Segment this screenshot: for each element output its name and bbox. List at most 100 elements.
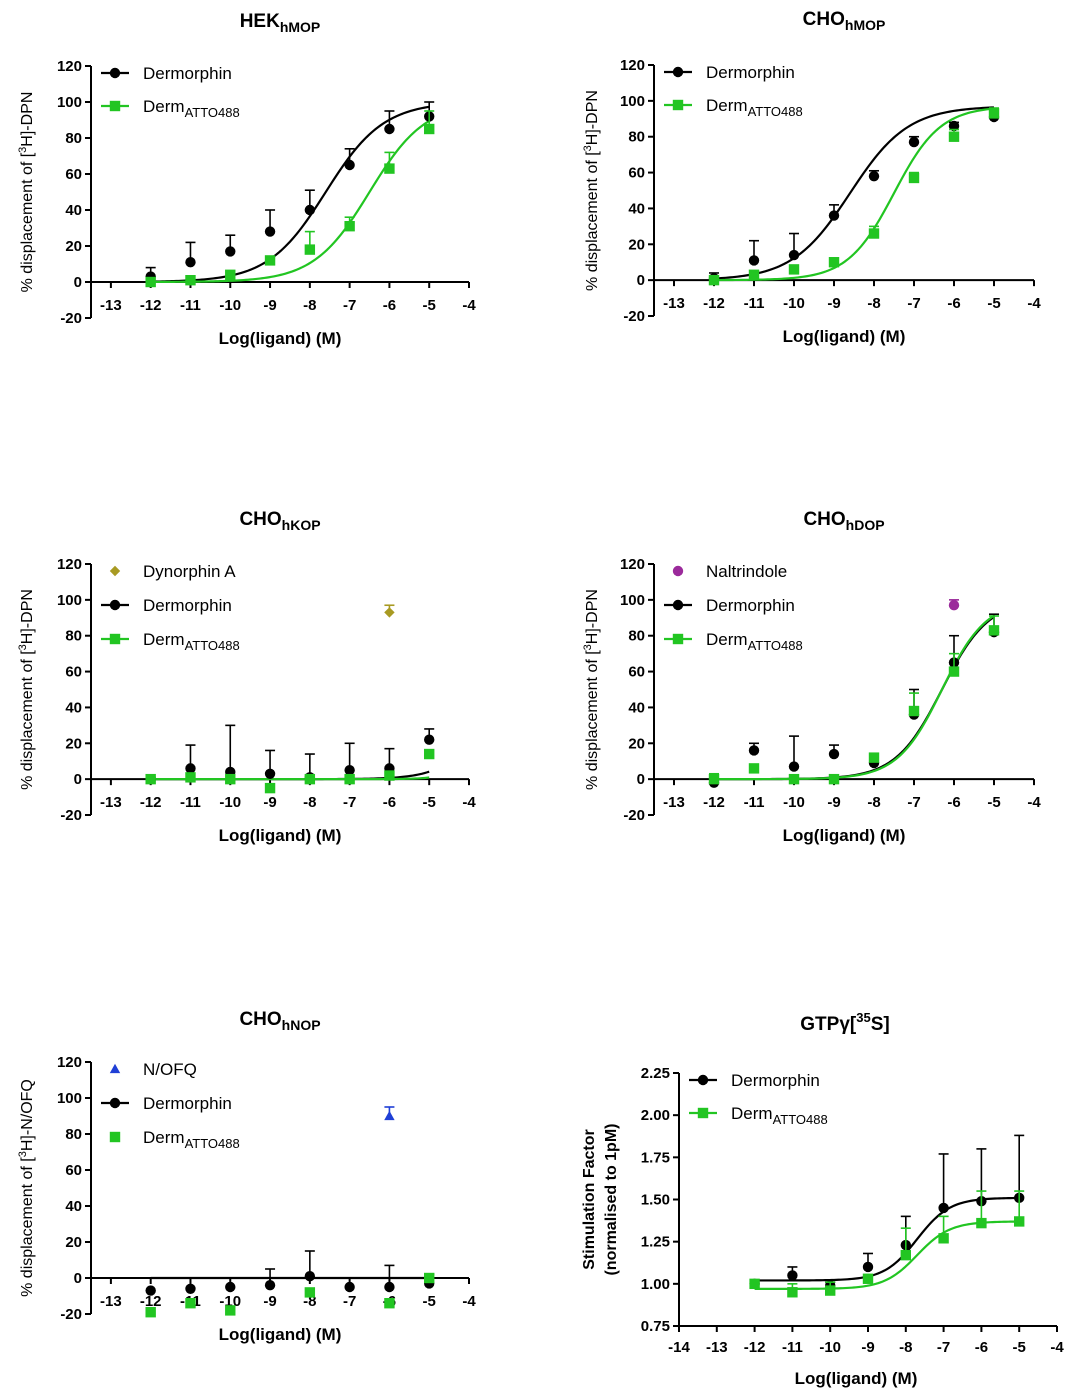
y-tick-label: 80 <box>628 129 645 146</box>
x-tick-label: -5 <box>423 794 436 811</box>
x-tick-label: -6 <box>975 1339 988 1356</box>
y-axis-label-part: H]-DPN <box>584 90 601 145</box>
x-tick-label: -8 <box>867 794 880 811</box>
data-point <box>908 136 920 148</box>
data-point <box>862 1261 874 1273</box>
y-tick-label: 0 <box>74 274 82 291</box>
y-tick-label: 40 <box>65 1198 82 1215</box>
legend-label-main: Derm <box>706 96 748 115</box>
x-tick-label: -4 <box>1027 794 1041 811</box>
chart-title: CHOhNOP <box>239 1009 320 1033</box>
x-tick-label: -9 <box>861 1339 874 1356</box>
data-point <box>828 773 840 785</box>
data-point <box>304 204 316 216</box>
y-axis-label-part: % displacement of [ <box>584 650 601 790</box>
chart-title: CHOhDOP <box>803 509 884 533</box>
y-axis-label-part: % displacement of [ <box>584 151 601 291</box>
data-point <box>938 1233 949 1244</box>
y-axis-label: % displacement of [3H]-N/OFQ <box>17 1079 36 1297</box>
data-point <box>908 172 920 184</box>
y-axis-label-superscript: 3 <box>582 644 594 650</box>
y-tick-label: 60 <box>628 165 645 182</box>
x-axis-label: Log(ligand) (M) <box>219 329 342 348</box>
series-2 <box>749 1190 1025 1298</box>
y-axis-label-superscript: 3 <box>17 1151 29 1157</box>
y-tick-label: 100 <box>620 93 645 110</box>
data-point <box>304 773 316 785</box>
y-axis-label: % displacement of [3H]-DPN <box>17 589 36 790</box>
series-1 <box>749 1134 1025 1291</box>
series-1 <box>384 604 395 618</box>
data-point <box>185 1298 196 1309</box>
legend-item-1: Dermorphin <box>689 1071 820 1090</box>
x-axis-label: Log(ligand) (M) <box>219 1325 342 1344</box>
data-point <box>344 1281 355 1293</box>
x-tick-label: -10 <box>219 794 241 811</box>
y-tick-label: 40 <box>65 699 82 716</box>
legend-label-main: N/OFQ <box>143 1060 197 1079</box>
y-tick-label: 100 <box>57 592 82 609</box>
y-axis-label-part: H]-DPN <box>19 589 36 644</box>
legend-item-2: Dermorphin <box>101 1094 232 1113</box>
x-tick-label: -8 <box>303 297 316 314</box>
data-point <box>264 1280 276 1291</box>
data-point <box>304 1271 316 1282</box>
data-point <box>225 1305 236 1316</box>
legend-label: Dermorphin <box>143 1094 232 1113</box>
chart-panel-3: CHOhKOP -20 0 20 40 60 80 100 120 -13 -12 -11 -10 -9 -… <box>17 509 476 845</box>
x-tick-label: -4 <box>462 297 476 314</box>
legend-label: Naltrindole <box>706 562 787 581</box>
y-tick-label: 2.25 <box>641 1065 670 1082</box>
data-point <box>788 249 800 261</box>
data-point <box>145 773 156 785</box>
y-tick-label: 20 <box>65 238 82 255</box>
x-tick-label: -9 <box>263 1293 276 1310</box>
y-tick-label: 2.00 <box>641 1107 670 1124</box>
y-tick-label: 40 <box>628 699 645 716</box>
data-point <box>748 255 760 266</box>
x-tick-label: -11 <box>744 295 765 312</box>
x-tick-label: -9 <box>263 794 276 811</box>
legend-label-main: Derm <box>731 1104 773 1123</box>
y-axis-label-part: H]-DPN <box>19 92 36 147</box>
data-point <box>868 228 880 239</box>
series-3 <box>145 1272 435 1318</box>
x-tick-label: -6 <box>947 794 960 811</box>
data-point <box>185 772 196 783</box>
x-axis-label: Log(ligand) (M) <box>795 1369 918 1388</box>
x-tick-label: -5 <box>423 297 436 314</box>
legend-label: DermATTO488 <box>143 97 240 120</box>
y-tick-label: -20 <box>60 807 82 824</box>
data-point <box>384 607 395 618</box>
y-axis-label-line-1: Stimulation Factor <box>581 1129 598 1269</box>
chart-title-main: HEK <box>240 11 280 32</box>
data-point <box>948 120 960 132</box>
data-point <box>788 773 800 785</box>
data-point <box>708 274 720 286</box>
y-tick-label: 40 <box>628 200 645 217</box>
fit-curve-2 <box>150 119 430 284</box>
chart-title-main: CHO <box>803 509 845 530</box>
chart-title-subscript: hMOP <box>845 17 885 33</box>
x-tick-label: -6 <box>383 794 396 811</box>
x-tick-label: -12 <box>744 1339 766 1356</box>
legend-label-subscript: ATTO488 <box>185 1136 240 1151</box>
legend-label-subscript: ATTO488 <box>185 105 240 120</box>
data-point <box>344 773 355 785</box>
y-tick-label: 20 <box>628 236 645 253</box>
fit-curve-3 <box>714 614 995 781</box>
data-point <box>1014 1216 1025 1227</box>
x-tick-label: -10 <box>783 295 805 312</box>
x-axis-label: Log(ligand) (M) <box>219 826 342 845</box>
chart-panel-5: CHOhNOP-20020406080100120-13-12-11-10-9-… <box>17 1009 476 1344</box>
y-tick-label: 20 <box>65 1234 82 1251</box>
data-point <box>988 108 1000 119</box>
x-tick-label: -5 <box>987 794 1000 811</box>
legend-item-1: Naltrindole <box>672 562 787 581</box>
x-tick-label: -4 <box>462 1293 476 1310</box>
legend-marker <box>109 1131 121 1143</box>
x-tick-label: -9 <box>263 297 276 314</box>
legend-marker <box>109 100 121 112</box>
data-point <box>948 131 960 142</box>
data-point <box>225 246 236 257</box>
